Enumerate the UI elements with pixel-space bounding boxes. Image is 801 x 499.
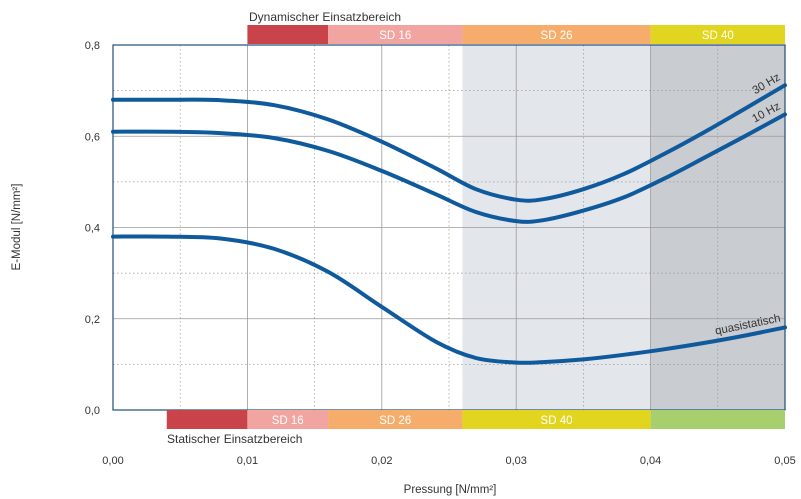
x-axis-title: Pressung [N/mm²] <box>404 484 497 496</box>
x-tick-label: 0,02 <box>371 455 392 467</box>
y-tick-label: 0,0 <box>85 405 100 417</box>
x-tick-label: 0,05 <box>774 455 795 467</box>
static-band-5 <box>651 410 785 429</box>
x-tick-label: 0,01 <box>237 455 258 467</box>
x-tick-label: 0,04 <box>640 455 661 467</box>
x-tick-label: 0,03 <box>505 455 526 467</box>
static-band-label: SD 40 <box>541 415 573 427</box>
static-range-title: Statischer Einsatzbereich <box>167 432 302 446</box>
y-tick-label: 0,6 <box>85 131 100 143</box>
y-tick-label: 0,2 <box>85 314 100 326</box>
static-band-label: SD 26 <box>379 415 411 427</box>
static-band-label: SD 16 <box>272 415 304 427</box>
static-band-1 <box>167 410 248 429</box>
x-tick-label: 0,00 <box>102 455 123 467</box>
dynamic-band-label: SD 16 <box>379 30 411 42</box>
dynamic-band-1 <box>247 25 328 44</box>
y-tick-label: 0,4 <box>85 223 100 235</box>
y-tick-label: 0,8 <box>85 40 100 52</box>
dynamic-band-label: SD 26 <box>541 30 573 42</box>
dynamic-band-label: SD 40 <box>702 30 734 42</box>
dynamic-range-title: Dynamischer Einsatzbereich <box>249 10 401 24</box>
y-axis-title: E-Modul [N/mm²] <box>11 184 23 271</box>
